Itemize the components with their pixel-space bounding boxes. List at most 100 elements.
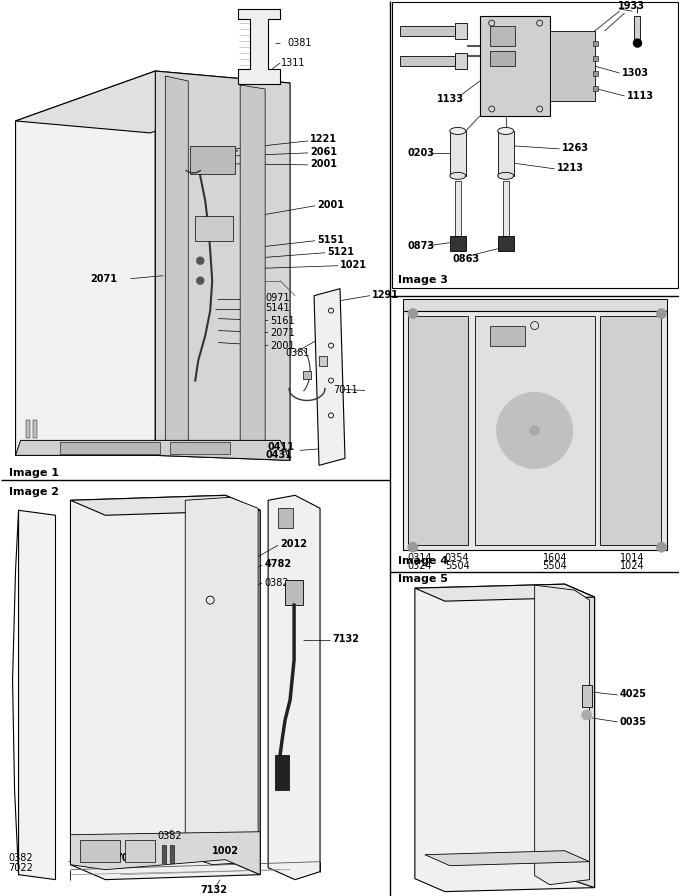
- Polygon shape: [165, 76, 188, 452]
- Text: 4025: 4025: [619, 689, 647, 699]
- Ellipse shape: [498, 172, 513, 179]
- Text: 5141: 5141: [265, 303, 290, 313]
- Polygon shape: [534, 585, 590, 884]
- Bar: [498, 236, 513, 251]
- Text: 0314: 0314: [407, 553, 431, 564]
- Bar: [600, 315, 662, 546]
- Text: 0354: 0354: [445, 553, 469, 564]
- Text: 0873: 0873: [408, 241, 435, 251]
- Polygon shape: [240, 85, 265, 452]
- Text: 7132: 7132: [200, 884, 227, 894]
- Bar: [275, 754, 289, 789]
- Text: 0381: 0381: [287, 38, 311, 48]
- Text: 7132: 7132: [332, 634, 359, 644]
- Circle shape: [197, 277, 204, 284]
- Ellipse shape: [498, 127, 513, 134]
- Bar: [581, 685, 592, 707]
- Text: 7011: 7011: [333, 385, 358, 395]
- Polygon shape: [71, 831, 260, 874]
- Polygon shape: [415, 584, 594, 892]
- Text: 1933: 1933: [617, 1, 645, 11]
- Bar: [319, 356, 327, 366]
- Text: 0382: 0382: [9, 853, 33, 863]
- Bar: [503, 181, 509, 236]
- Polygon shape: [71, 495, 260, 515]
- Polygon shape: [564, 584, 594, 888]
- Text: 0863: 0863: [453, 254, 480, 263]
- Bar: [592, 41, 598, 46]
- Bar: [125, 840, 155, 862]
- Polygon shape: [225, 495, 260, 874]
- Text: 1024: 1024: [619, 561, 644, 571]
- Polygon shape: [16, 441, 290, 461]
- Bar: [170, 845, 174, 863]
- Text: 0382: 0382: [264, 578, 289, 588]
- Text: 0431: 0431: [265, 451, 292, 461]
- Bar: [498, 131, 513, 176]
- Polygon shape: [185, 497, 258, 865]
- Text: 2061: 2061: [310, 147, 337, 157]
- Bar: [392, 2, 679, 288]
- Text: 1303: 1303: [622, 68, 649, 78]
- Circle shape: [496, 392, 573, 469]
- Polygon shape: [155, 71, 290, 461]
- Bar: [455, 23, 466, 39]
- Circle shape: [408, 542, 418, 552]
- Ellipse shape: [449, 172, 466, 179]
- Polygon shape: [71, 495, 260, 880]
- Text: 2071: 2071: [90, 273, 118, 284]
- Circle shape: [408, 308, 418, 319]
- Polygon shape: [403, 298, 668, 311]
- Circle shape: [656, 308, 666, 319]
- Text: 5504: 5504: [445, 561, 470, 571]
- Polygon shape: [238, 9, 280, 84]
- Polygon shape: [16, 71, 290, 133]
- Text: 0381: 0381: [285, 348, 309, 358]
- Text: Image 1: Image 1: [9, 469, 58, 478]
- Text: 0971: 0971: [265, 293, 290, 303]
- Text: 2001: 2001: [270, 340, 294, 350]
- Bar: [475, 315, 594, 546]
- Bar: [400, 26, 455, 36]
- Text: 1213: 1213: [557, 163, 583, 173]
- Bar: [190, 146, 235, 174]
- Bar: [592, 71, 598, 76]
- Text: 1133: 1133: [437, 94, 464, 104]
- Circle shape: [197, 257, 204, 264]
- Text: 5151: 5151: [317, 235, 344, 245]
- Bar: [278, 508, 293, 529]
- Bar: [195, 216, 233, 241]
- Text: 5121: 5121: [327, 246, 354, 257]
- Text: 2012: 2012: [280, 539, 307, 549]
- Text: 1604: 1604: [543, 553, 567, 564]
- Bar: [490, 26, 515, 46]
- Text: Image 2: Image 2: [9, 487, 58, 497]
- Polygon shape: [403, 311, 668, 550]
- Bar: [449, 131, 466, 176]
- Text: 5504: 5504: [543, 561, 567, 571]
- Text: 0324: 0324: [407, 561, 432, 571]
- Text: Image 5: Image 5: [398, 574, 447, 584]
- Polygon shape: [415, 584, 594, 601]
- Bar: [400, 56, 455, 66]
- Bar: [490, 51, 515, 66]
- Bar: [163, 845, 167, 863]
- Polygon shape: [268, 495, 320, 880]
- Text: 1311: 1311: [281, 58, 305, 68]
- Bar: [61, 443, 160, 454]
- Text: 2071: 2071: [270, 328, 295, 338]
- Bar: [170, 443, 231, 454]
- Text: 0203: 0203: [408, 148, 435, 158]
- Bar: [634, 16, 641, 41]
- Text: 1002: 1002: [212, 846, 239, 856]
- Bar: [408, 315, 468, 546]
- Circle shape: [530, 426, 540, 435]
- Text: 1113: 1113: [626, 91, 653, 101]
- Text: 5161: 5161: [270, 315, 294, 325]
- Circle shape: [581, 710, 592, 719]
- Bar: [592, 56, 598, 61]
- Polygon shape: [314, 289, 345, 465]
- Bar: [285, 580, 303, 605]
- Bar: [80, 840, 120, 862]
- Text: 2001: 2001: [317, 200, 344, 210]
